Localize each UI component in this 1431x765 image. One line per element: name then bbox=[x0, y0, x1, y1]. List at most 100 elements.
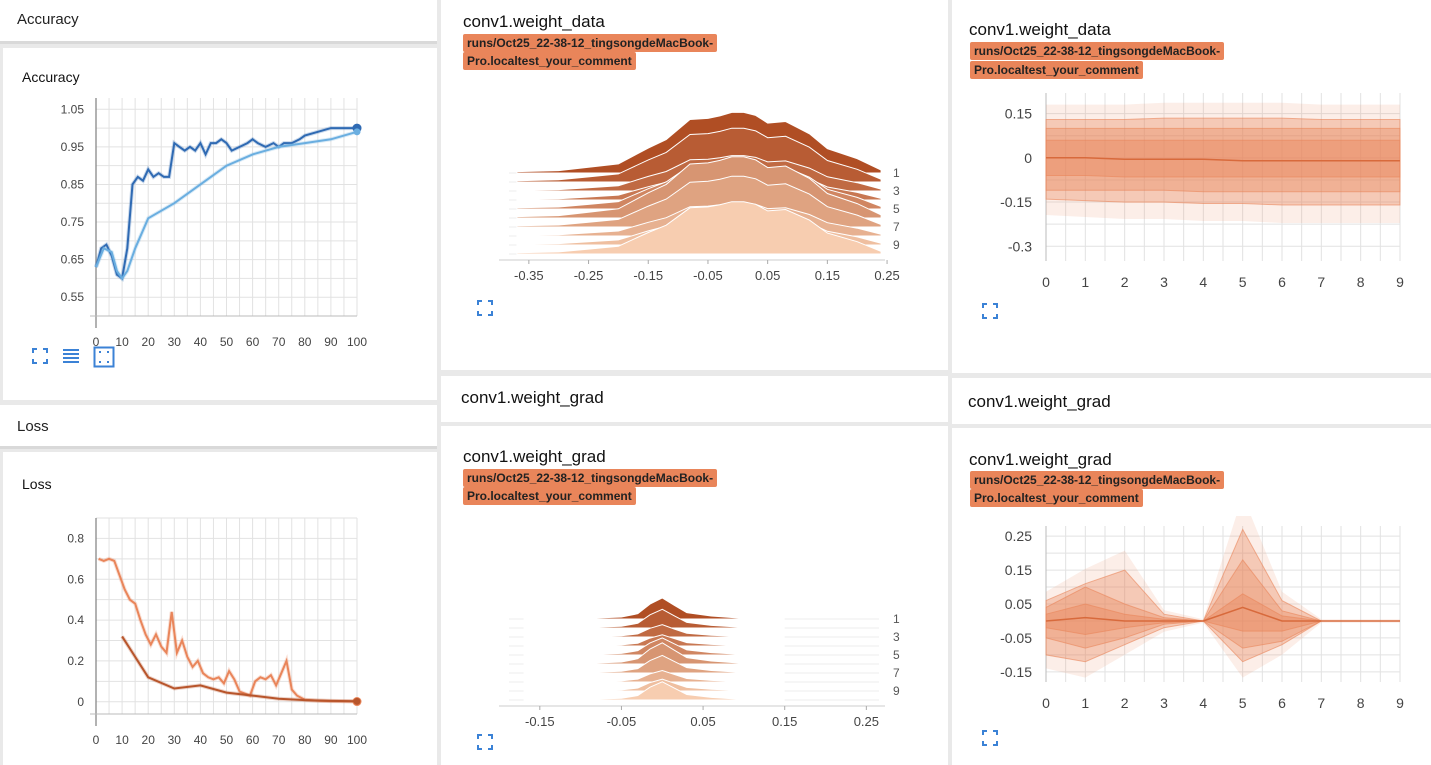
ridge-step-area bbox=[523, 608, 785, 629]
y-tick-label: 0.55 bbox=[61, 290, 85, 304]
y-tick-label: -0.3 bbox=[1008, 238, 1032, 254]
run-tag: runs/Oct25_22-38-12_tingsongdeMacBook- bbox=[463, 34, 718, 52]
series-end-point bbox=[353, 697, 361, 705]
x-tick-label: 100 bbox=[347, 335, 367, 349]
y-tick-label: 0.2 bbox=[67, 654, 84, 668]
y-tick-label: 0.05 bbox=[1005, 596, 1032, 612]
x-tick-label: -0.15 bbox=[633, 268, 663, 283]
weight-data-distribution-title: conv1.weight_data bbox=[969, 20, 1111, 39]
x-tick-label: 0.05 bbox=[690, 714, 715, 729]
y-tick-label: 0.95 bbox=[61, 140, 85, 154]
y-tick-label: 0.6 bbox=[67, 572, 84, 586]
ridge-step-area bbox=[523, 597, 785, 620]
x-tick-label: 0 bbox=[1042, 695, 1050, 711]
run-tag: runs/Oct25_22-38-12_tingsongdeMacBook- bbox=[970, 42, 1225, 60]
weight-data-histogram-card: conv1.weight_data runs/Oct25_22-38-12_ti… bbox=[441, 0, 948, 370]
weight-grad-histogram-chart[interactable]: 1 3 5 7 9 -0.15 -0.05 0.05 0.15 0.25 bbox=[481, 531, 921, 731]
loss-section-header[interactable]: Loss bbox=[0, 405, 437, 449]
fullscreen-icon[interactable] bbox=[980, 301, 1000, 321]
y-tick-label: 0.25 bbox=[1005, 528, 1032, 544]
x-tick-label: 30 bbox=[168, 733, 182, 747]
weight-grad-section-header-right[interactable]: conv1.weight_grad bbox=[952, 378, 1431, 424]
y-tick-label: 0.15 bbox=[1005, 562, 1032, 578]
x-tick-label: 8 bbox=[1357, 695, 1365, 711]
distribution-band bbox=[1045, 139, 1401, 178]
x-tick-label: -0.25 bbox=[574, 268, 604, 283]
ridge-step-area bbox=[523, 624, 785, 638]
weight-data-distribution-chart[interactable]: -0.3 -0.15 0 0.15 0 1 2 3 4 5 6 7 8 9 bbox=[952, 85, 1412, 295]
x-tick-label: 6 bbox=[1278, 695, 1286, 711]
y-tick-label: 0 bbox=[1024, 150, 1032, 166]
x-tick-label: 70 bbox=[272, 733, 286, 747]
weight-grad-section-title: conv1.weight_grad bbox=[968, 392, 1111, 411]
accuracy-card-title: Accuracy bbox=[22, 69, 80, 85]
x-tick-label: 0.25 bbox=[874, 268, 899, 283]
loss-card: Loss 0 0.2 0.4 0.6 0.8 0 10 20 30 40 50 60 70 80 90 100 bbox=[3, 452, 437, 765]
accuracy-chart[interactable]: 0.55 0.65 0.75 0.85 0.95 1.05 0 10 20 30 40 50 60 70 8… bbox=[3, 88, 437, 388]
loss-section-title: Loss bbox=[17, 418, 49, 435]
step-label: 9 bbox=[893, 684, 900, 698]
x-tick-label: 100 bbox=[347, 733, 367, 747]
accuracy-section-header[interactable]: Accuracy bbox=[0, 0, 437, 44]
weight-data-histogram-chart[interactable]: 1 3 5 7 9 -0.35 -0.25 -0.15 -0.05 0.05 0.15 0.25 bbox=[481, 85, 921, 305]
x-tick-label: 10 bbox=[115, 335, 129, 349]
fullscreen-icon[interactable] bbox=[475, 298, 495, 318]
loss-card-title: Loss bbox=[22, 476, 52, 492]
x-tick-label: 90 bbox=[324, 335, 338, 349]
fullscreen-icon[interactable] bbox=[475, 732, 495, 752]
step-label: 1 bbox=[893, 166, 900, 180]
step-label: 5 bbox=[893, 202, 900, 216]
run-tag: runs/Oct25_22-38-12_tingsongdeMacBook- bbox=[463, 469, 718, 487]
step-label: 7 bbox=[893, 220, 900, 234]
ridge-step-area bbox=[516, 201, 882, 255]
weight-data-histogram-title: conv1.weight_data bbox=[463, 12, 605, 31]
weight-grad-distribution-chart[interactable]: -0.15 -0.05 0.05 0.15 0.25 0 1 2 3 4 5 6 7 8 9 bbox=[952, 516, 1412, 736]
y-tick-label: 1.05 bbox=[61, 102, 85, 116]
x-tick-label: 30 bbox=[168, 335, 182, 349]
run-tag: Pro.localtest_your_comment bbox=[970, 489, 1143, 507]
loss-chart[interactable]: 0 0.2 0.4 0.6 0.8 0 10 20 30 40 50 60 70 80 90 100 bbox=[3, 496, 437, 756]
list-icon[interactable] bbox=[61, 346, 81, 366]
y-tick-label: 0.8 bbox=[67, 531, 84, 545]
x-tick-label: 0.05 bbox=[755, 268, 780, 283]
ridge-step-area bbox=[523, 681, 785, 701]
weight-grad-distribution-title: conv1.weight_grad bbox=[969, 450, 1112, 469]
run-tag: Pro.localtest_your_comment bbox=[970, 61, 1143, 79]
series-line bbox=[95, 130, 358, 281]
accuracy-section-title: Accuracy bbox=[17, 11, 79, 28]
y-tick-label: -0.15 bbox=[1000, 664, 1032, 680]
distribution-median-line bbox=[1045, 606, 1400, 622]
weight-grad-histogram-card: conv1.weight_grad runs/Oct25_22-38-12_ti… bbox=[441, 426, 948, 765]
step-label: 3 bbox=[893, 630, 900, 644]
fullscreen-icon[interactable] bbox=[30, 346, 50, 366]
x-tick-label: 2 bbox=[1121, 274, 1129, 290]
y-tick-label: -0.15 bbox=[1000, 194, 1032, 210]
y-tick-label: 0.15 bbox=[1005, 106, 1032, 122]
fullscreen-icon[interactable] bbox=[980, 728, 1000, 748]
fit-domain-icon[interactable] bbox=[93, 346, 115, 368]
distribution-median-line bbox=[1046, 157, 1400, 162]
weight-grad-section-header-left[interactable]: conv1.weight_grad bbox=[441, 376, 948, 422]
x-tick-label: 4 bbox=[1199, 695, 1207, 711]
weight-grad-section-title: conv1.weight_grad bbox=[461, 388, 604, 407]
ridge-step-area bbox=[523, 642, 785, 665]
x-tick-label: 20 bbox=[142, 335, 156, 349]
distribution-outer-band bbox=[1046, 516, 1400, 678]
series-end-point bbox=[353, 128, 361, 136]
x-tick-label: 6 bbox=[1278, 274, 1286, 290]
x-tick-label: 5 bbox=[1239, 274, 1247, 290]
x-tick-label: 7 bbox=[1317, 695, 1325, 711]
run-tag: Pro.localtest_your_comment bbox=[463, 487, 636, 505]
x-tick-label: 8 bbox=[1357, 274, 1365, 290]
x-tick-label: 1 bbox=[1081, 274, 1089, 290]
ridge-step-area bbox=[523, 669, 785, 683]
y-tick-label: -0.05 bbox=[1000, 630, 1032, 646]
x-tick-label: 60 bbox=[246, 733, 260, 747]
step-label: 5 bbox=[893, 648, 900, 662]
weight-data-distribution-card: conv1.weight_data runs/Oct25_22-38-12_ti… bbox=[952, 0, 1431, 373]
x-tick-label: 50 bbox=[220, 733, 234, 747]
step-label: 9 bbox=[893, 238, 900, 252]
y-tick-label: 0.85 bbox=[61, 177, 85, 191]
x-tick-label: 60 bbox=[246, 335, 260, 349]
x-tick-label: 80 bbox=[298, 335, 312, 349]
